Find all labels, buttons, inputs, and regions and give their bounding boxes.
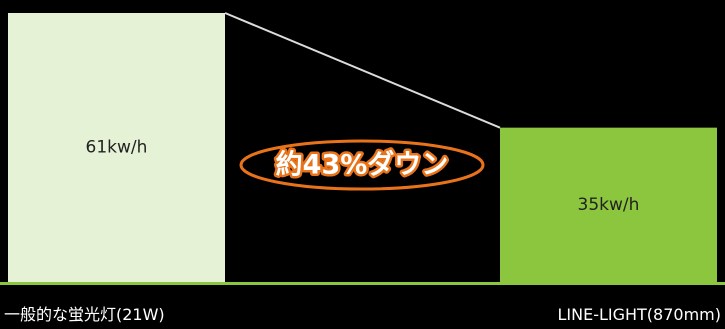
bar-1: [8, 13, 225, 282]
category-label-line-light: LINE-LIGHT(870mm): [557, 305, 721, 324]
reduction-badge: 約43%ダウン: [239, 139, 485, 191]
bar-2: [500, 127, 717, 283]
reduction-annotation: 約43%ダウン: [276, 149, 449, 181]
value-label-2: 35kw/h: [578, 195, 640, 215]
category-label-standard-fluorescent: 一般的な蛍光灯(21W): [4, 305, 165, 324]
reduction-connector-line: [224, 12, 501, 129]
value-label-1: 61kw/h: [86, 138, 148, 158]
reduction-badge-oval: [239, 139, 485, 191]
bars-group: 61kw/h 35kw/h: [8, 13, 717, 283]
